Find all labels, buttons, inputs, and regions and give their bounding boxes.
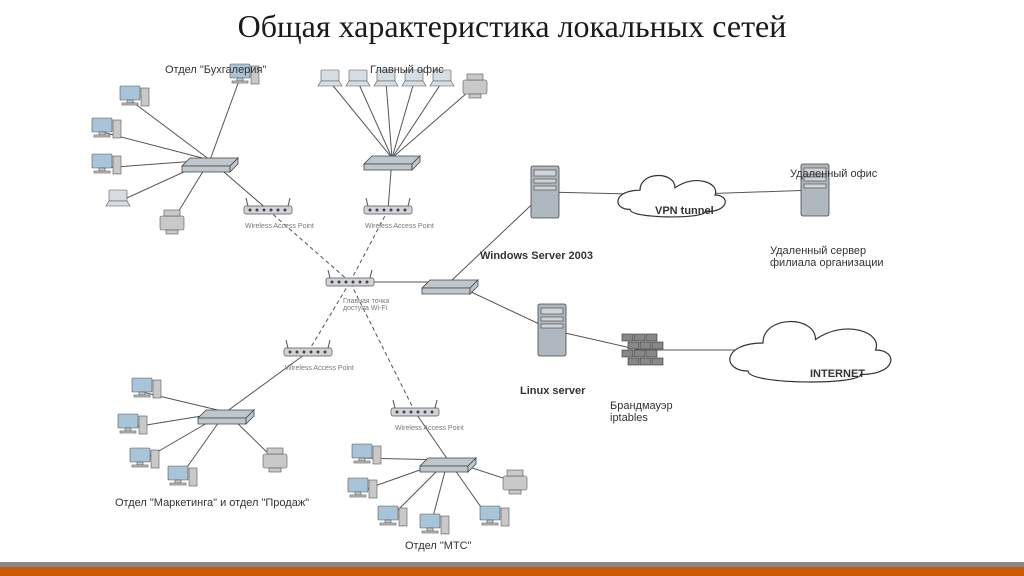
diagram-label: Windows Server 2003	[480, 250, 593, 262]
diagram-label: Удаленный сервер филиала организации	[770, 245, 884, 269]
network-svg	[0, 50, 1024, 562]
diagram-label: Удаленный офис	[790, 168, 877, 180]
diagram-label: VPN tunnel	[655, 205, 714, 217]
diagram-label: Wireless Access Point	[285, 365, 354, 372]
diagram-label: Отдел "Бухгалерия"	[165, 64, 266, 76]
diagram-label: Wireless Access Point	[245, 223, 314, 230]
diagram-label: Wireless Access Point	[365, 223, 434, 230]
diagram-label: Linux server	[520, 385, 585, 397]
diagram-label: INTERNET	[810, 368, 865, 380]
slide: Общая характеристика локальных сетей Отд…	[0, 0, 1024, 576]
diagram-label: Отдел "МТС"	[405, 540, 472, 552]
diagram-label: Отдел "Маркетинга" и отдел "Продаж"	[115, 497, 309, 509]
diagram-canvas: Отдел "Бухгалерия" Главный офис Удаленный …	[0, 50, 1024, 562]
diagram-label: Wireless Access Point	[395, 425, 464, 432]
diagram-label: Главный офис	[370, 64, 444, 76]
diagram-label: Брандмауэр iptables	[610, 400, 673, 424]
footer-bar	[0, 562, 1024, 576]
diagram-label: Главная точка доступа Wi-Fi	[343, 298, 389, 312]
slide-title: Общая характеристика локальных сетей	[0, 8, 1024, 45]
